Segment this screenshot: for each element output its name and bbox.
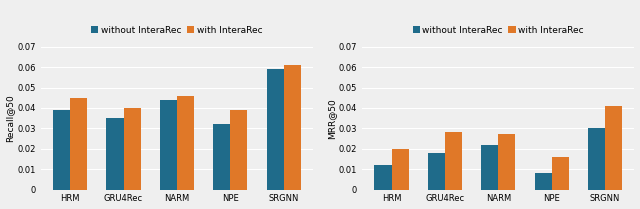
Bar [588,128,605,190]
Legend: without InteraRec, with InteraRec: without InteraRec, with InteraRec [413,25,584,34]
Bar [284,65,301,190]
Bar [499,134,515,190]
Bar [106,118,124,190]
Bar [374,165,392,190]
Bar [445,133,462,190]
Bar [53,110,70,190]
Bar [230,110,247,190]
Legend: without InteraRec, with InteraRec: without InteraRec, with InteraRec [91,25,262,34]
Bar [70,98,87,190]
Y-axis label: Recall@50: Recall@50 [6,94,15,142]
Bar [481,145,499,190]
Bar [266,69,284,190]
Bar [552,157,569,190]
Bar [124,108,141,190]
Y-axis label: MRR@50: MRR@50 [327,98,336,139]
Bar [605,106,622,190]
Bar [177,96,194,190]
Bar [534,173,552,190]
Bar [160,100,177,190]
Bar [392,149,408,190]
Bar [213,124,230,190]
Bar [428,153,445,190]
